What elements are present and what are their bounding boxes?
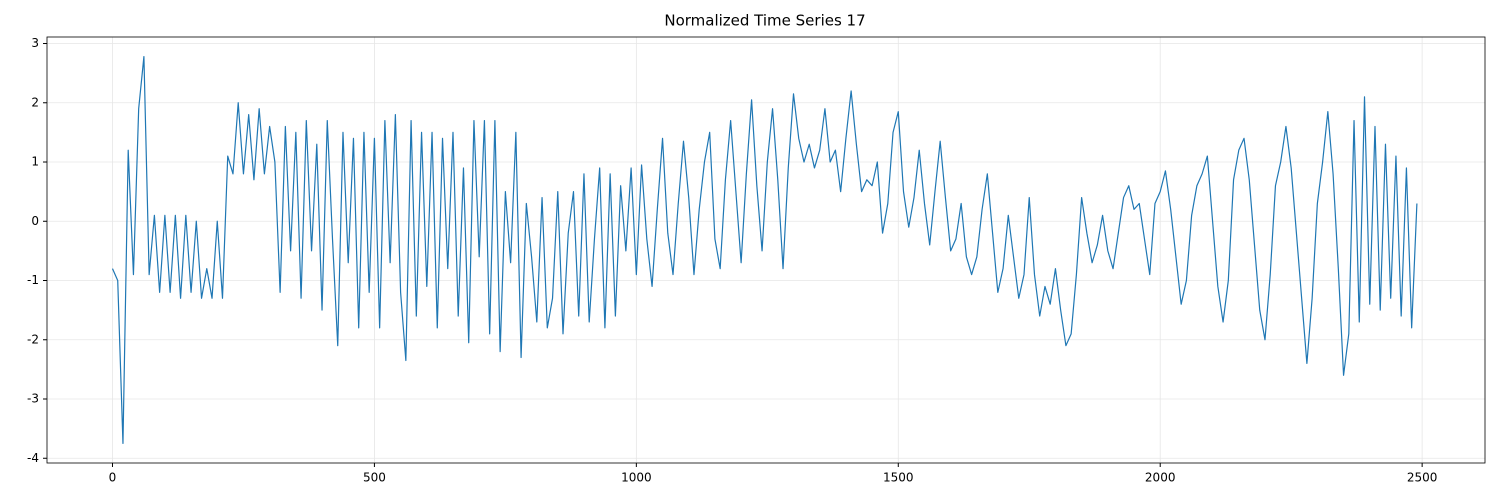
- y-tick-label: 2: [31, 95, 39, 109]
- y-tick-label: 1: [31, 155, 39, 169]
- y-tick-label: 3: [31, 36, 39, 50]
- series-line: [111, 55, 1418, 445]
- y-tick-label: 0: [31, 214, 39, 228]
- y-tick-label: -1: [27, 273, 39, 287]
- y-tick-label: -3: [27, 392, 39, 406]
- x-tick-label: 1500: [883, 471, 914, 485]
- x-tick-label: 1000: [621, 471, 652, 485]
- y-tick-label: -2: [27, 332, 39, 346]
- x-tick-label: 2500: [1407, 471, 1438, 485]
- x-tick-label: 0: [109, 471, 117, 485]
- y-tick-label: -4: [27, 451, 39, 465]
- plot-frame: [46, 36, 1486, 464]
- x-tick-label: 2000: [1145, 471, 1176, 485]
- chart-title: Normalized Time Series 17: [664, 12, 865, 30]
- x-tick-label: 500: [363, 471, 386, 485]
